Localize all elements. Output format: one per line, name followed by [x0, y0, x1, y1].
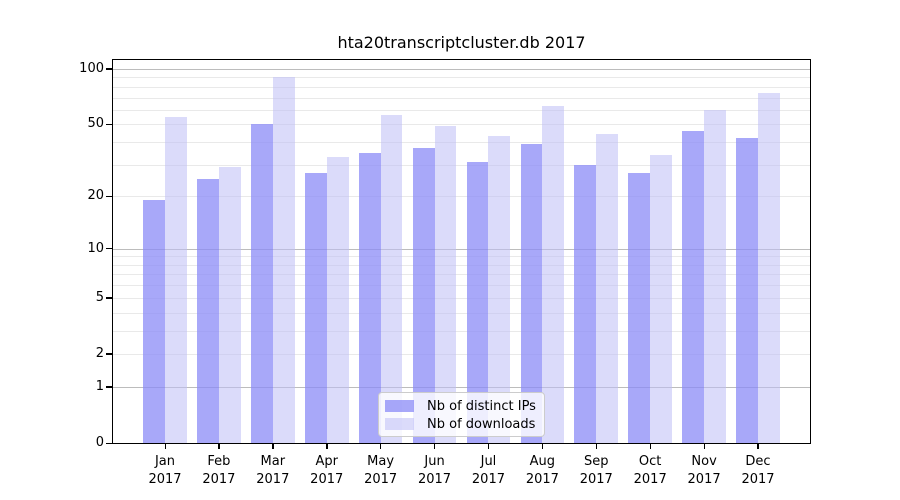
y-tick-label: 2 — [95, 345, 104, 361]
bar-distinct-ips-oct — [628, 172, 651, 443]
bar-distinct-ips-sep — [574, 164, 597, 443]
minor-gridline — [113, 109, 810, 111]
x-tick-label: May 2017 — [364, 454, 398, 487]
x-tick — [434, 443, 436, 449]
plot-area — [113, 60, 810, 443]
y-tick — [106, 123, 113, 126]
x-tick-label: Mar 2017 — [256, 454, 290, 487]
bar-downloads-nov — [704, 109, 726, 443]
legend-item-distinct-ips: Nb of distinct IPs — [385, 398, 536, 414]
x-tick — [595, 443, 598, 449]
y-tick — [106, 353, 113, 355]
major-gridline — [113, 68, 810, 70]
bar-distinct-ips-apr — [304, 172, 327, 443]
minor-gridline — [113, 77, 810, 79]
minor-gridline — [113, 353, 810, 355]
bar-downloads-aug — [542, 105, 565, 443]
bar-downloads-jul — [488, 136, 511, 443]
y-tick-label: 0 — [95, 435, 104, 450]
x-tick-label: Oct 2017 — [633, 454, 667, 487]
y-tick — [106, 442, 113, 444]
bar-downloads-jun — [434, 125, 457, 443]
y-tick — [106, 248, 113, 250]
y-tick-label: 50 — [87, 116, 104, 132]
legend: Nb of distinct IPs Nb of downloads — [378, 392, 545, 437]
x-tick-label: Nov 2017 — [687, 454, 721, 487]
minor-gridline — [113, 196, 810, 198]
y-tick-label: 100 — [79, 60, 104, 76]
x-tick-label: Jan 2017 — [148, 454, 182, 487]
minor-gridline — [113, 124, 810, 126]
x-tick-label: Apr 2017 — [310, 454, 344, 487]
minor-gridline — [113, 274, 810, 276]
minor-gridline — [113, 330, 810, 332]
bar-downloads-mar — [272, 77, 295, 443]
bar-distinct-ips-jun — [412, 148, 435, 443]
legend-label-distinct-ips: Nb of distinct IPs — [427, 398, 536, 414]
minor-gridline — [113, 86, 810, 88]
bar-distinct-ips-mar — [251, 124, 273, 443]
bar-downloads-dec — [757, 93, 780, 443]
x-tick — [272, 443, 274, 449]
minor-gridline — [113, 142, 810, 143]
bar-downloads-feb — [218, 167, 241, 443]
y-tick — [106, 195, 113, 198]
y-tick-label: 1 — [95, 378, 104, 394]
x-tick-label: Jul 2017 — [471, 454, 505, 487]
bar-distinct-ips-feb — [197, 178, 219, 443]
minor-gridline — [113, 285, 810, 287]
bar-downloads-apr — [326, 157, 349, 443]
x-tick — [487, 443, 490, 449]
minor-gridline — [113, 256, 810, 258]
bar-downloads-may — [380, 115, 403, 443]
legend-swatch-distinct-ips — [385, 400, 414, 412]
bar-downloads-sep — [596, 134, 619, 443]
x-tick — [541, 443, 544, 449]
bar-distinct-ips-jul — [466, 162, 489, 443]
minor-gridline — [113, 297, 810, 299]
y-tick-label: 5 — [95, 289, 104, 305]
y-tick-label: 20 — [87, 188, 104, 204]
minor-gridline — [113, 264, 810, 266]
bar-distinct-ips-jan — [143, 200, 165, 443]
x-tick — [164, 443, 166, 449]
x-tick — [757, 443, 759, 449]
bar-distinct-ips-nov — [682, 130, 705, 443]
minor-gridline — [113, 312, 810, 314]
bar-downloads-jan — [165, 116, 187, 443]
y-tick — [106, 297, 113, 299]
bar-downloads-oct — [650, 154, 672, 443]
x-tick — [218, 443, 220, 449]
x-tick-label: Jun 2017 — [417, 454, 452, 487]
x-tick-label: Aug 2017 — [525, 454, 559, 487]
x-tick-label: Dec 2017 — [741, 454, 775, 487]
bar-distinct-ips-aug — [520, 144, 543, 443]
x-tick-label: Sep 2017 — [579, 454, 613, 487]
x-tick — [649, 443, 651, 449]
bar-distinct-ips-may — [358, 152, 381, 443]
major-gridline — [113, 386, 810, 388]
x-tick-label: Feb 2017 — [202, 454, 236, 487]
minor-gridline — [113, 97, 810, 99]
x-tick — [380, 443, 382, 449]
minor-gridline — [113, 164, 810, 166]
y-tick — [106, 68, 113, 70]
x-tick — [326, 443, 328, 449]
major-gridline — [113, 248, 810, 250]
legend-swatch-downloads — [385, 418, 414, 430]
y-tick-label: 10 — [87, 240, 104, 256]
legend-item-downloads: Nb of downloads — [385, 416, 536, 432]
y-tick — [106, 386, 113, 388]
bar-distinct-ips-dec — [736, 138, 758, 443]
chart-title: hta20transcriptcluster.db 2017 — [337, 33, 586, 52]
legend-label-downloads: Nb of downloads — [427, 416, 536, 432]
x-tick — [703, 443, 705, 449]
